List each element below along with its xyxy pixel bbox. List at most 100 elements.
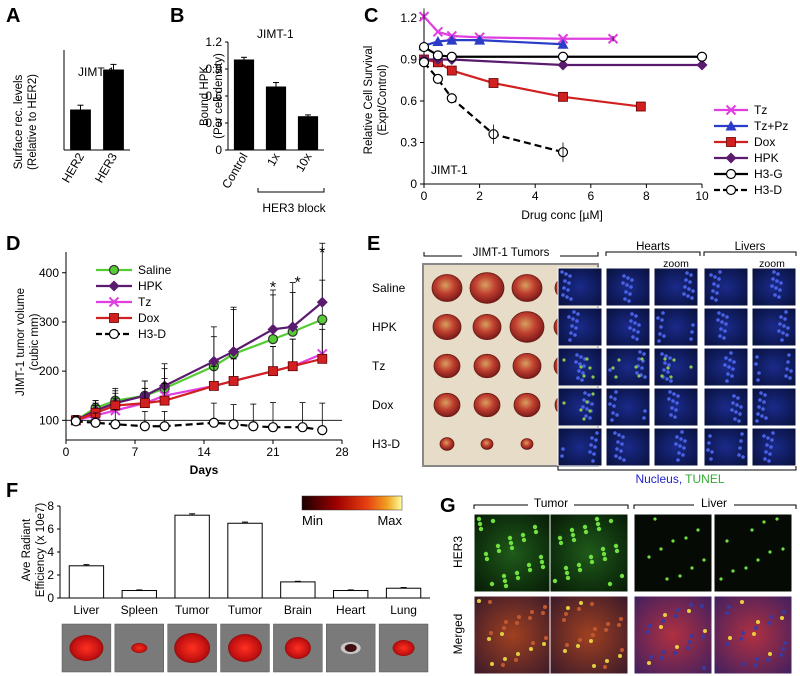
nucleus-dot (590, 436, 594, 440)
tunel-dot (562, 358, 566, 362)
panel-f-ylabel-1: Ave Radiant (21, 518, 33, 581)
nucleus-dot (595, 431, 599, 435)
bar (233, 59, 255, 151)
category-label: Heart (336, 603, 366, 617)
nucleus-dot (787, 353, 791, 357)
data-point (70, 416, 81, 427)
her3-dot (564, 570, 570, 576)
her3-dot (490, 518, 496, 524)
nucleus-dot (614, 390, 618, 394)
tunel-dot (582, 374, 586, 378)
nucleus-dot (574, 360, 578, 364)
organ-heart-core (344, 644, 357, 652)
nucleus-dot (658, 332, 662, 336)
her3-dot (659, 547, 663, 551)
nucleus-dot (587, 393, 591, 397)
her3-dot (563, 565, 569, 571)
tunel-dot (634, 365, 638, 369)
micrograph-tile (605, 307, 651, 347)
organ-images (61, 623, 429, 673)
merged-dot (531, 641, 535, 645)
x-tick-label: 10 (695, 189, 709, 203)
data-point (446, 51, 457, 62)
heat-scale-bar (301, 495, 403, 511)
merged-dot (752, 632, 756, 636)
merged-dot (489, 631, 493, 635)
nucleus-dot (718, 334, 722, 338)
data-point (208, 355, 220, 367)
tunel-dot (663, 357, 667, 361)
nucleus-dot (620, 442, 624, 446)
nucleus-dot (669, 413, 673, 417)
nucleus-dot (560, 270, 564, 274)
nucleus-dot (724, 322, 728, 326)
nucleus-dot (636, 330, 640, 334)
tunel-dot (660, 374, 664, 378)
her3-dot (595, 521, 601, 527)
tunel-dot (585, 400, 589, 404)
organ-brain (284, 637, 311, 659)
nucleus-dot (642, 416, 646, 420)
category-label: 1x (264, 151, 282, 169)
data-point (418, 57, 430, 68)
merged-dot (676, 608, 680, 612)
data-point (316, 296, 328, 308)
nucleus-dot (717, 311, 721, 315)
nucleus-dot (563, 279, 567, 283)
nucleus-dot (708, 434, 712, 438)
nucleus-dot (786, 360, 790, 364)
x-tick-label: 0 (63, 445, 70, 459)
nucleus-dot (566, 288, 570, 292)
nucleus-dot (630, 278, 634, 282)
category-label: HER3 (92, 150, 120, 185)
legend-label-dox: Dox (138, 311, 159, 325)
tumor-specimen (512, 352, 542, 379)
nucleus-dot (569, 331, 573, 335)
merged-dot (541, 611, 545, 615)
panel-d: D JIMT-1 tumor volume (cubic mm) Days 0 7… (6, 233, 349, 477)
hearts-bracket (605, 251, 701, 256)
nucleus-dot (627, 299, 631, 303)
her3-dot (725, 539, 729, 543)
category-label: Liver (73, 603, 99, 617)
tunel-dot (582, 417, 586, 421)
nucleus-dot (786, 326, 790, 330)
her3-dot (576, 562, 582, 568)
merged-dot (779, 653, 783, 657)
her3-dot (521, 537, 527, 543)
nucleus-dot (593, 445, 597, 449)
her3-dot (484, 556, 490, 562)
tumors-label-bg (462, 245, 560, 259)
panel-c-annotation: JIMT-1 (431, 163, 468, 177)
data-point (208, 417, 219, 428)
nucleus-dot (716, 284, 720, 288)
panel-d-ylabel-2: (cubic mm) (29, 313, 41, 370)
nucleus-dot (682, 446, 686, 450)
nucleus-dot (590, 402, 594, 406)
her3-dot (565, 575, 571, 581)
y-tick-label: 300 (39, 315, 59, 329)
her3-dot (696, 528, 700, 532)
x-tick-label: 7 (132, 445, 139, 459)
tunel-dot (617, 358, 621, 362)
her3-dot (514, 570, 520, 576)
her3-dot (589, 559, 595, 565)
tunel-dot (579, 365, 583, 369)
her3-dot (596, 526, 602, 532)
nucleus-dot (679, 437, 683, 441)
legend-marker-tzpz (725, 120, 737, 131)
y-tick-label: 0.3 (205, 116, 222, 130)
merged-dot (502, 626, 506, 630)
merged-dot (488, 600, 492, 604)
nucleus-dot (608, 368, 612, 372)
nucleus-dot (613, 397, 617, 401)
g-row-her3: HER3 (451, 536, 465, 568)
nucleus-dot (667, 397, 671, 401)
tunel-dot (672, 358, 676, 362)
data-point (418, 41, 430, 53)
stain-separator: , (679, 472, 682, 486)
nucleus-dot (615, 447, 619, 451)
data-point (557, 33, 569, 44)
legend-marker-h3g (725, 168, 737, 180)
nucleus-dot (759, 391, 763, 395)
